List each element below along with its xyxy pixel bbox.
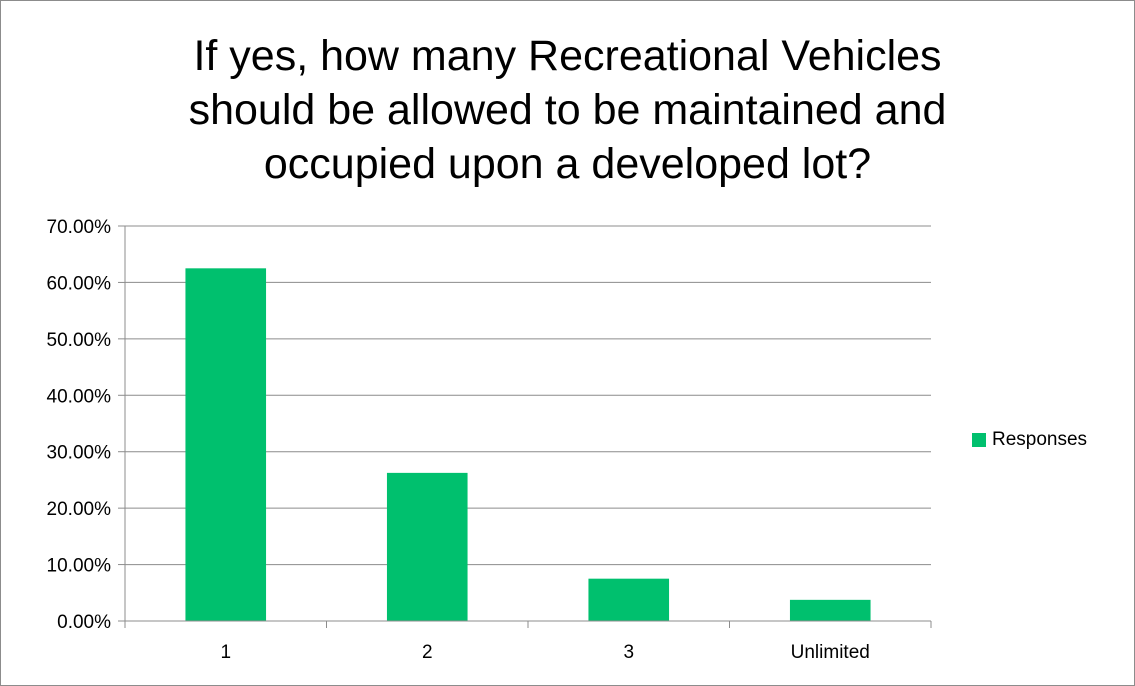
y-tick-label: 70.00% bbox=[47, 217, 112, 238]
y-tick-label: 20.00% bbox=[47, 499, 112, 520]
y-tick-label: 10.00% bbox=[47, 556, 112, 577]
chart-title-line-3: occupied upon a developed lot? bbox=[263, 140, 872, 188]
y-tick-label: 30.00% bbox=[47, 443, 112, 464]
x-tick-label: Unlimited bbox=[791, 642, 870, 663]
x-tick-label: 2 bbox=[422, 642, 433, 663]
bar bbox=[588, 578, 670, 621]
bar bbox=[789, 599, 871, 621]
y-tick-label: 50.00% bbox=[47, 330, 112, 351]
y-tick-label: 0.00% bbox=[57, 612, 111, 633]
y-tick-label: 60.00% bbox=[47, 273, 112, 294]
y-tick-labels: 0.00% 10.00% 20.00% 30.00% 40.00% 50.00% 60.00… bbox=[47, 217, 112, 633]
chart-title-line-1: If yes, how many Recreational Vehicles bbox=[193, 32, 942, 80]
axes bbox=[118, 225, 932, 628]
bar bbox=[185, 268, 267, 621]
y-tick-label: 40.00% bbox=[47, 386, 112, 407]
legend: Responses bbox=[972, 429, 1087, 451]
x-tick-label: 1 bbox=[220, 642, 231, 663]
legend-swatch bbox=[972, 433, 986, 447]
bar bbox=[386, 472, 468, 621]
chart-title-line-2: should be allowed to be maintained and bbox=[188, 86, 947, 134]
chart-title: If yes, how many Recreational Vehicles s… bbox=[1, 29, 1134, 191]
x-tick-labels: 1 2 3 Unlimited bbox=[220, 642, 869, 663]
bars bbox=[185, 268, 871, 621]
x-tick-label: 3 bbox=[623, 642, 634, 663]
legend-label: Responses bbox=[992, 429, 1088, 450]
